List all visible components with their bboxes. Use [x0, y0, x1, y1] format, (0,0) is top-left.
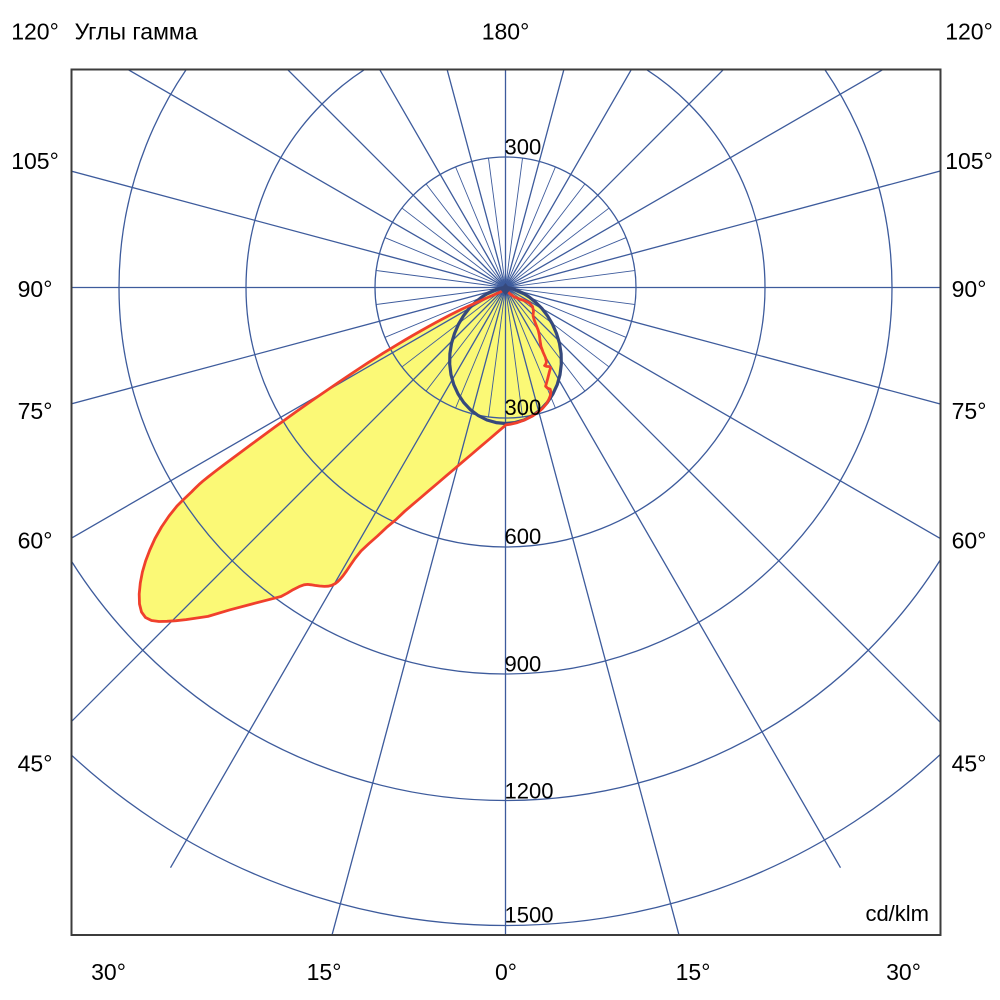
svg-text:Углы гамма: Углы гамма	[75, 19, 198, 45]
svg-text:15°: 15°	[307, 959, 342, 985]
svg-text:1500: 1500	[505, 903, 554, 928]
svg-text:600: 600	[505, 524, 542, 549]
svg-text:75°: 75°	[952, 398, 987, 424]
svg-text:90°: 90°	[952, 276, 987, 302]
svg-text:45°: 45°	[952, 751, 987, 777]
svg-text:15°: 15°	[676, 959, 711, 985]
svg-text:300: 300	[505, 395, 542, 420]
svg-text:105°: 105°	[945, 148, 993, 174]
svg-text:300: 300	[505, 134, 542, 159]
svg-text:120°: 120°	[11, 19, 59, 45]
svg-text:45°: 45°	[18, 751, 53, 777]
svg-text:cd/klm: cd/klm	[865, 901, 929, 926]
svg-text:900: 900	[505, 652, 542, 677]
svg-text:75°: 75°	[18, 398, 53, 424]
svg-text:180°: 180°	[482, 19, 530, 45]
svg-text:60°: 60°	[18, 528, 53, 554]
svg-text:90°: 90°	[18, 276, 53, 302]
svg-text:60°: 60°	[952, 528, 987, 554]
svg-text:30°: 30°	[886, 959, 921, 985]
svg-text:1200: 1200	[505, 779, 554, 804]
svg-text:30°: 30°	[91, 959, 126, 985]
svg-text:105°: 105°	[11, 148, 59, 174]
svg-text:120°: 120°	[945, 19, 993, 45]
svg-text:0°: 0°	[495, 959, 517, 985]
